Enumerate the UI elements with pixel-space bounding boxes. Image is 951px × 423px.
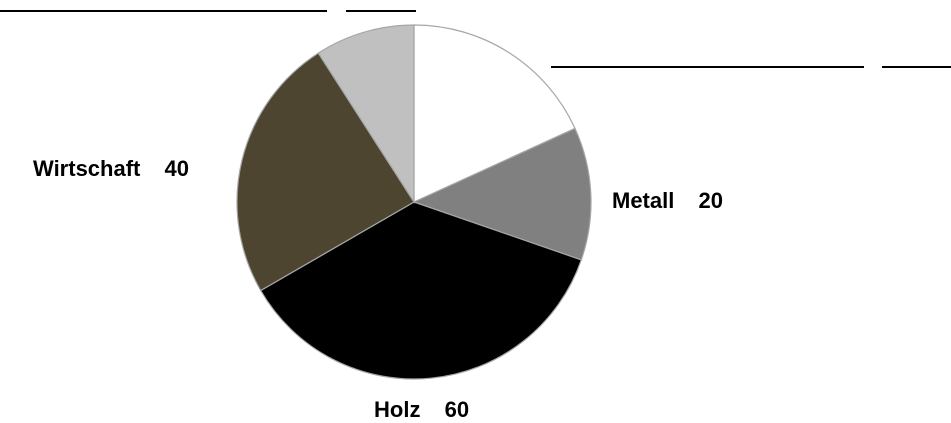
label-holz-value: 60 [445,397,469,422]
label-metall: Metall 20 [612,188,723,213]
label-metall-value: 20 [698,188,722,213]
label-wirtschaft: Wirtschaft 40 [33,156,189,181]
pie-slice-metall [412,127,592,261]
label-holz: Holz 60 [374,397,469,422]
pie-slice-unlabeled-4 [317,24,415,205]
label-holz-category: Holz [374,397,420,422]
label-metall-category: Metall [612,188,674,213]
pie-slice-holz [259,201,583,380]
label-wirtschaft-category: Wirtschaft [33,156,141,181]
label-wirtschaft-value: 40 [165,156,189,181]
pie-slice-unlabeled-0 [413,24,576,203]
pie-slices [236,24,592,380]
pie-slice-wirtschaft [236,52,415,292]
